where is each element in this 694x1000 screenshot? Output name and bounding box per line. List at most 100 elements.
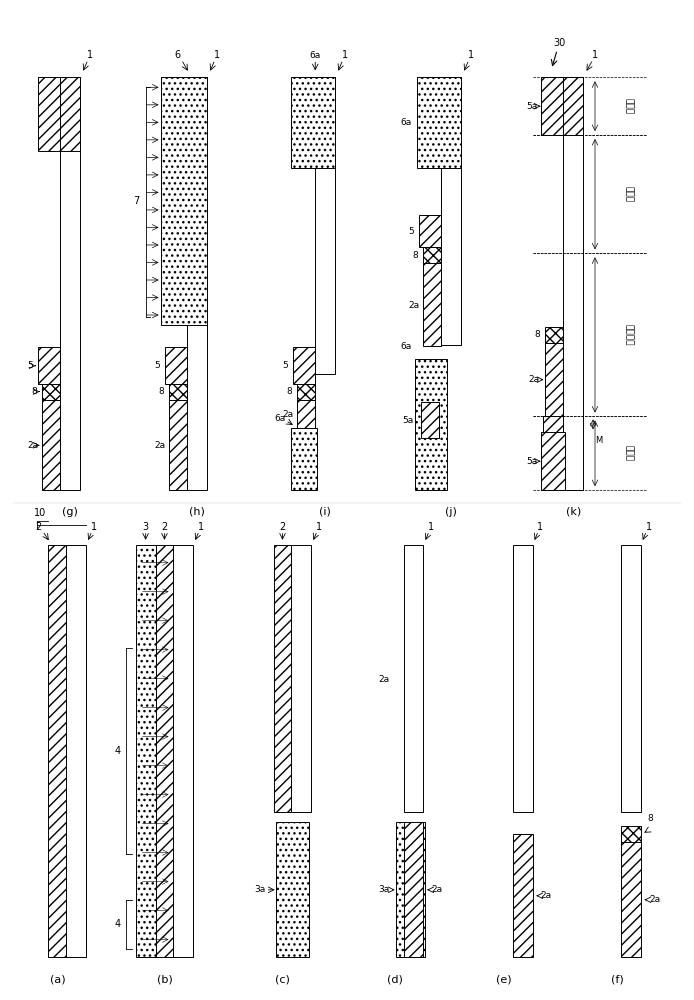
Text: (c): (c) <box>275 974 290 984</box>
Text: 6: 6 <box>174 50 180 60</box>
Bar <box>136 545 155 957</box>
Text: 1: 1 <box>645 522 652 532</box>
Text: 2a: 2a <box>541 891 552 900</box>
Text: 1: 1 <box>91 522 97 532</box>
Text: 1: 1 <box>468 50 474 60</box>
Text: 8: 8 <box>287 387 292 396</box>
Bar <box>621 826 641 842</box>
Bar <box>165 77 187 151</box>
Text: (h): (h) <box>189 507 205 517</box>
Text: 遮光部: 遮光部 <box>624 98 633 114</box>
Bar <box>441 77 461 345</box>
Text: 2a: 2a <box>649 895 660 904</box>
Bar <box>541 432 565 490</box>
Bar <box>42 400 60 490</box>
Text: 3a: 3a <box>378 885 389 894</box>
Bar <box>38 347 60 384</box>
Bar <box>621 545 641 812</box>
Bar <box>187 77 207 490</box>
Text: (j): (j) <box>446 507 457 517</box>
Text: (d): (d) <box>387 974 403 984</box>
Text: (a): (a) <box>49 974 65 984</box>
Bar <box>419 77 441 151</box>
Text: 8: 8 <box>32 387 37 396</box>
Text: (b): (b) <box>157 974 172 984</box>
Text: (g): (g) <box>62 507 78 517</box>
Text: 30: 30 <box>553 38 566 48</box>
Bar <box>298 384 315 400</box>
Text: 10: 10 <box>34 508 46 518</box>
Text: 透光部: 透光部 <box>624 186 633 202</box>
Text: 1: 1 <box>316 522 322 532</box>
Text: 6a: 6a <box>274 414 285 423</box>
Bar <box>441 77 461 151</box>
Text: 8: 8 <box>648 814 654 823</box>
Bar <box>545 343 564 416</box>
Bar <box>165 347 187 384</box>
Text: 2: 2 <box>280 522 286 532</box>
Text: 1: 1 <box>537 522 543 532</box>
Bar <box>294 347 315 384</box>
Text: 5: 5 <box>155 361 160 370</box>
Bar <box>423 263 441 346</box>
Bar <box>315 77 335 151</box>
Text: 半透光部: 半透光部 <box>624 324 633 346</box>
Bar <box>416 359 447 490</box>
Text: 5a: 5a <box>402 416 413 425</box>
Bar <box>315 77 335 374</box>
Text: 6a: 6a <box>400 118 411 127</box>
Bar <box>396 822 425 957</box>
Text: 2a: 2a <box>408 301 419 310</box>
Bar <box>60 77 80 490</box>
Bar <box>66 545 86 957</box>
Text: 5: 5 <box>282 361 289 370</box>
Bar <box>49 545 66 957</box>
Bar <box>513 834 532 957</box>
Bar <box>291 428 317 490</box>
Bar <box>419 215 441 247</box>
Text: 1: 1 <box>198 522 204 532</box>
Bar <box>513 545 532 812</box>
Text: 5: 5 <box>409 227 414 236</box>
Bar <box>276 822 310 957</box>
Text: 2: 2 <box>35 522 42 532</box>
Bar <box>38 77 60 151</box>
Text: 6a: 6a <box>400 342 411 351</box>
Bar <box>42 384 60 400</box>
Text: 6a: 6a <box>310 51 321 60</box>
Bar <box>543 416 564 432</box>
Text: 2a: 2a <box>282 410 293 419</box>
Text: 1: 1 <box>87 50 93 60</box>
Text: (i): (i) <box>319 507 331 517</box>
Bar <box>174 545 193 957</box>
Text: 7: 7 <box>133 196 139 206</box>
Text: 4: 4 <box>115 919 121 929</box>
Text: 2a: 2a <box>432 885 443 894</box>
Text: 5a: 5a <box>526 457 537 466</box>
Text: 1: 1 <box>592 50 598 60</box>
Bar <box>162 77 207 325</box>
Text: 2a: 2a <box>378 674 389 684</box>
Text: 3: 3 <box>142 522 149 532</box>
Text: 2a: 2a <box>27 441 38 450</box>
Text: 1: 1 <box>214 50 220 60</box>
Text: 3a: 3a <box>254 885 265 894</box>
Text: 8: 8 <box>534 330 541 339</box>
Bar <box>403 822 423 957</box>
Text: 5a: 5a <box>526 102 537 111</box>
Bar <box>421 402 439 438</box>
Bar <box>423 247 441 263</box>
Bar <box>291 77 335 168</box>
Text: 遮光部: 遮光部 <box>624 445 633 461</box>
Bar <box>298 400 315 490</box>
Bar <box>294 77 315 151</box>
Text: 8: 8 <box>159 387 164 396</box>
Bar <box>417 77 461 168</box>
Text: 5: 5 <box>28 361 33 370</box>
Text: 1: 1 <box>428 522 434 532</box>
Bar <box>169 384 187 400</box>
Text: 2a: 2a <box>154 441 165 450</box>
Bar <box>187 77 207 151</box>
Text: 2: 2 <box>161 522 167 532</box>
Text: (k): (k) <box>566 507 581 517</box>
